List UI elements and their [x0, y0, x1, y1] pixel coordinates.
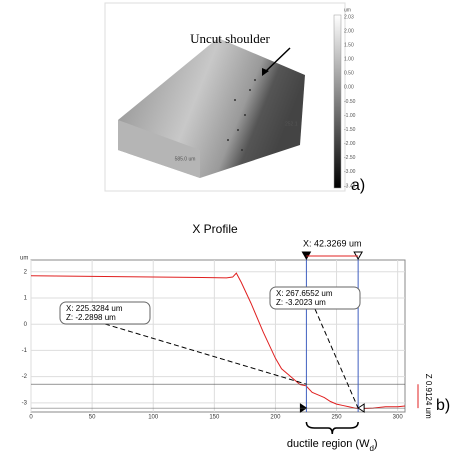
x-length: 585.0 um — [175, 156, 196, 162]
leader — [104, 323, 307, 385]
panel-label: b) — [436, 397, 450, 414]
colorbar-label: 1.00 — [344, 57, 354, 63]
colorbar-label: 2.03 — [344, 14, 354, 20]
plot-area — [30, 259, 406, 413]
x-tick-label: 250 — [332, 415, 343, 421]
y-tick-label: -3 — [22, 400, 28, 406]
y-tick-label: 1 — [24, 296, 28, 302]
y-tick-label: 2 — [24, 269, 28, 275]
colorbar — [333, 14, 342, 189]
x-tick-label: 150 — [209, 415, 220, 421]
y-tick-label: 0 — [24, 322, 28, 328]
chart-title: X Profile — [192, 222, 238, 236]
region-label-part: ) — [374, 438, 378, 450]
y-tick-label: -2 — [22, 374, 28, 380]
cursor-marker — [357, 403, 365, 413]
x-tick-label: 100 — [148, 415, 159, 421]
region-label-part: ductile region (W — [287, 438, 370, 450]
panel-label: a) — [351, 177, 365, 194]
x-tick-label: 200 — [270, 415, 281, 421]
colorbar-label: -0.50 — [344, 99, 356, 105]
leader — [314, 308, 359, 409]
colorbar-unit: um — [344, 7, 351, 13]
callout — [269, 286, 361, 310]
colorbar-label: -2.50 — [344, 155, 356, 161]
x-tick-label: 300 — [393, 415, 404, 421]
region-label-part: d — [369, 444, 373, 453]
y-length: 252.1 — [285, 121, 298, 127]
colorbar-label: -1.00 — [344, 113, 356, 119]
colorbar-label: -2.00 — [344, 141, 356, 147]
profile-line — [30, 272, 406, 410]
x-tick-label: 0 — [29, 415, 33, 421]
delta-x: X: 42.3269 um — [303, 238, 362, 248]
region-label: ductile region (Wd) — [287, 438, 378, 453]
colorbar-label: 1.50 — [344, 42, 354, 48]
y-tick-label: -1 — [22, 348, 28, 354]
colorbar-label: -1.50 — [344, 127, 356, 133]
debris — [227, 79, 256, 151]
brace — [305, 421, 359, 435]
y-unit: um — [20, 256, 28, 262]
colorbar-label: -3.00 — [344, 169, 356, 175]
arrow — [264, 47, 291, 73]
callout-z: Z: -2.2898 um — [66, 313, 116, 322]
callout-z: Z: -3.2023 um — [276, 298, 326, 307]
colorbar-label: -3.48 — [344, 183, 356, 189]
surface-side — [118, 120, 200, 178]
arrow-head — [262, 68, 269, 76]
callout — [59, 301, 151, 325]
delta-z: Z 0.9124 um — [424, 374, 433, 419]
colorbar-label: 0.50 — [344, 71, 354, 77]
callout-x: X: 225.3284 um — [66, 304, 123, 313]
colorbar-label: 2.00 — [344, 28, 354, 34]
colorbar-label: 0.00 — [344, 85, 354, 91]
annotation: Uncut shoulder — [190, 31, 270, 46]
x-tick-label: 50 — [89, 415, 96, 421]
callout-x: X: 267.6552 um — [276, 289, 333, 298]
